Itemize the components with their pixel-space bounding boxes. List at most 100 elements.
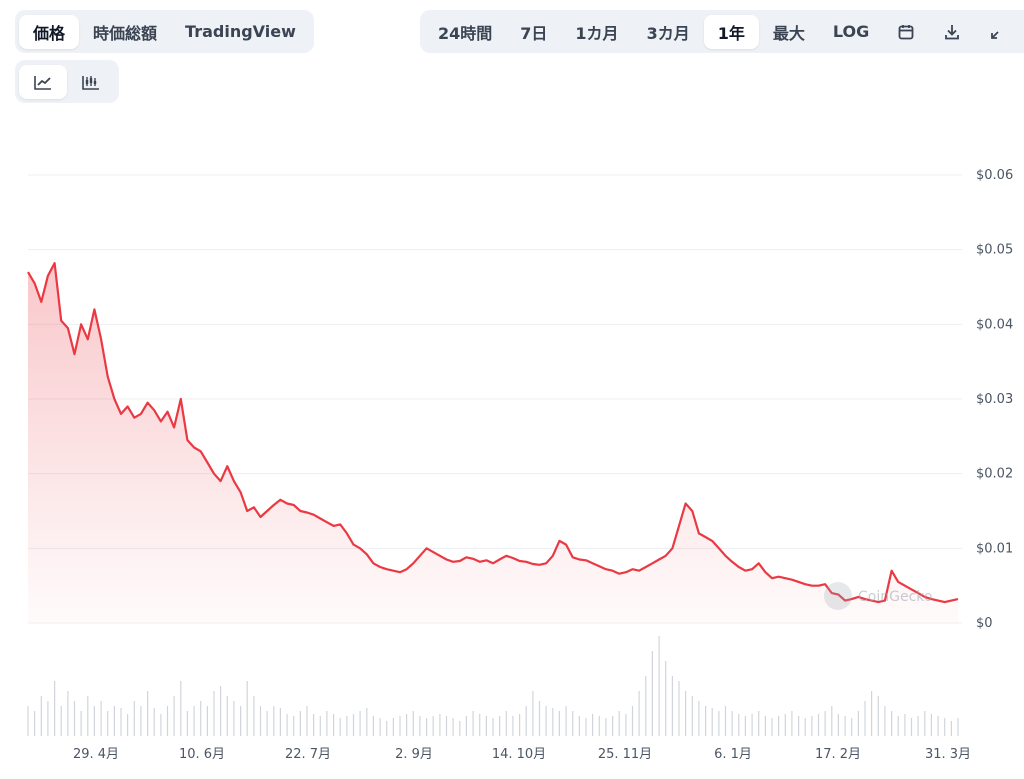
volume-bar xyxy=(226,696,228,736)
volume-bar xyxy=(492,718,494,736)
line-chart-button[interactable] xyxy=(19,64,67,99)
volume-bar xyxy=(891,711,893,736)
volume-bar xyxy=(645,676,647,736)
volume-bar xyxy=(851,718,853,736)
x-tick-label: 25. 11月 xyxy=(598,747,652,762)
volume-bar xyxy=(359,711,361,736)
tab-range-log[interactable]: LOG xyxy=(832,22,870,41)
tab-range-7[interactable]: 7日 xyxy=(520,23,548,43)
volume-bar xyxy=(127,714,129,736)
volume-bar xyxy=(266,711,268,736)
volume-bar xyxy=(552,708,554,736)
volume-bar xyxy=(419,716,421,736)
volume-bar xyxy=(631,706,634,736)
volume-bar xyxy=(532,691,534,736)
metric-tab-group: 価格 時価総額 TradingView xyxy=(15,10,314,53)
volume-bar xyxy=(731,711,733,736)
x-tick-label: 14. 10月 xyxy=(492,747,546,762)
volume-bar xyxy=(897,716,899,736)
volume-bar xyxy=(392,718,394,736)
volume-bar xyxy=(791,711,793,736)
chart-type-toggle xyxy=(15,60,119,103)
volume-bar xyxy=(525,706,527,736)
volume-bar xyxy=(306,706,308,736)
candlestick-chart-button[interactable] xyxy=(67,65,115,99)
volume-bar xyxy=(386,721,388,736)
volume-bar xyxy=(612,716,614,736)
volume-bar xyxy=(831,706,833,736)
expand-button[interactable] xyxy=(975,15,1021,49)
volume-bar xyxy=(798,716,800,736)
volume-bar xyxy=(685,691,687,736)
x-tick-label: 29. 4月 xyxy=(73,747,119,762)
volume-bar xyxy=(60,706,62,736)
volume-bar xyxy=(625,714,627,736)
tab-metric-item-1[interactable]: 時価総額 xyxy=(93,23,158,43)
volume-bar xyxy=(585,718,587,736)
volume-bar xyxy=(147,691,149,736)
volume-bar xyxy=(459,721,461,736)
x-tick-label: 6. 1月 xyxy=(714,747,752,762)
volume-bar xyxy=(299,711,301,736)
volume-bar xyxy=(751,714,753,736)
volume-bar xyxy=(412,711,414,736)
volume-bar xyxy=(333,714,335,736)
tab-range-1[interactable]: 1年 xyxy=(703,14,759,49)
volume-bar xyxy=(638,691,640,736)
volume-bar xyxy=(87,696,89,736)
volume-bar xyxy=(34,711,36,736)
volume-bar xyxy=(844,716,846,736)
y-tick-label: $0.01 xyxy=(976,541,1013,556)
tab-range-3[interactable]: 3カ月 xyxy=(646,23,690,43)
volume-bar xyxy=(804,718,806,736)
x-axis: 29. 4月 10. 6月 22. 7月 2. 9月 14. 10月 25. 11月 6. … xyxy=(73,747,971,762)
price-area-fill xyxy=(28,263,958,623)
volume-bar xyxy=(346,716,348,736)
tab-range-24[interactable]: 24時間 xyxy=(438,23,493,43)
tab-metric-item-0[interactable]: 価格 xyxy=(19,14,80,49)
volume-bar xyxy=(744,716,746,736)
volume-bar xyxy=(279,708,281,736)
volume-bar xyxy=(286,714,288,736)
volume-bar xyxy=(904,714,906,736)
volume-bar xyxy=(811,716,813,736)
volume-bar xyxy=(406,714,408,736)
volume-bar xyxy=(678,681,680,736)
volume-bar xyxy=(671,676,673,736)
volume-bar xyxy=(957,718,959,736)
volume-bar xyxy=(27,706,29,736)
calendar-button[interactable] xyxy=(883,15,929,49)
volume-bar xyxy=(47,701,49,736)
volume-bar xyxy=(445,716,448,736)
y-tick-label: $0.06 xyxy=(976,168,1013,183)
volume-bar xyxy=(592,714,594,736)
volume-bar xyxy=(824,711,826,736)
download-icon xyxy=(943,23,961,41)
volume-bar xyxy=(910,718,913,736)
volume-bar xyxy=(120,708,122,736)
volume-bar xyxy=(658,636,660,736)
volume-bar xyxy=(452,718,454,736)
volume-bars xyxy=(27,636,959,736)
watermark: CoinGecko xyxy=(824,582,932,610)
volume-bar xyxy=(771,718,773,736)
x-tick-label: 22. 7月 xyxy=(285,747,331,762)
tab-metric-tradingview[interactable]: TradingView xyxy=(185,22,296,41)
volume-bar xyxy=(80,711,82,736)
volume-bar xyxy=(186,711,188,736)
volume-bar xyxy=(439,714,441,736)
watermark-text: CoinGecko xyxy=(858,589,932,605)
volume-bar xyxy=(465,716,467,736)
download-button[interactable] xyxy=(929,15,975,49)
x-tick-label: 2. 9月 xyxy=(395,747,433,762)
volume-bar xyxy=(113,706,115,736)
volume-bar xyxy=(93,706,95,736)
y-tick-label: $0.03 xyxy=(976,392,1013,407)
volume-bar xyxy=(837,714,839,736)
tab-range-1[interactable]: 1カ月 xyxy=(575,23,619,43)
tab-range-item-5[interactable]: 最大 xyxy=(772,23,805,43)
volume-bar xyxy=(233,701,235,736)
volume-bar xyxy=(352,714,355,736)
volume-bar xyxy=(817,714,820,736)
